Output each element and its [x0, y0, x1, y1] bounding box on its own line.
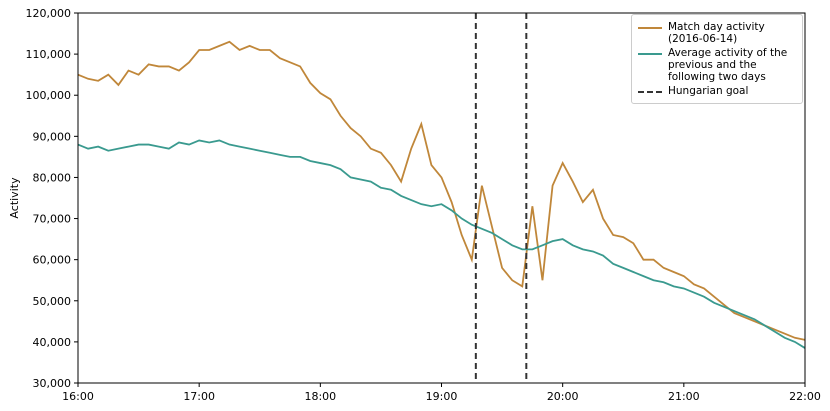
legend-label: Match day activity (2016-06-14)	[668, 21, 765, 45]
legend: Match day activity (2016-06-14) Average a…	[631, 14, 803, 104]
legend-item: Average activity of the previous and the…	[638, 47, 796, 83]
y-tick-label: 90,000	[33, 130, 72, 143]
x-tick-label: 16:00	[62, 390, 94, 403]
y-tick-label: 60,000	[33, 254, 72, 267]
series-line	[77, 40, 806, 341]
y-axis-label: Activity	[8, 177, 21, 219]
x-tick-label: 22:00	[789, 390, 821, 403]
legend-label: Average activity of the previous and the…	[668, 47, 788, 83]
plot-frame	[77, 12, 806, 384]
x-tick-label: 19:00	[426, 390, 458, 403]
series-line	[77, 139, 806, 349]
legend-item: Match day activity (2016-06-14)	[638, 21, 796, 45]
y-tick-label: 50,000	[33, 295, 72, 308]
y-tick-label: 30,000	[33, 377, 72, 390]
x-tick-label: 20:00	[547, 390, 579, 403]
legend-item: Hungarian goal	[638, 85, 796, 97]
legend-swatch	[638, 53, 662, 55]
legend-swatch	[638, 91, 662, 93]
y-tick-label: 110,000	[26, 48, 72, 61]
legend-label: Hungarian goal	[668, 85, 749, 97]
x-tick-label: 17:00	[183, 390, 215, 403]
y-tick-label: 80,000	[33, 171, 72, 184]
x-tick-label: 21:00	[668, 390, 700, 403]
y-tick-label: 70,000	[33, 213, 72, 226]
x-tick-label: 18:00	[304, 390, 336, 403]
legend-swatch	[638, 27, 662, 29]
y-tick-label: 120,000	[26, 7, 72, 20]
y-tick-label: 100,000	[26, 89, 72, 102]
y-tick-label: 40,000	[33, 336, 72, 349]
